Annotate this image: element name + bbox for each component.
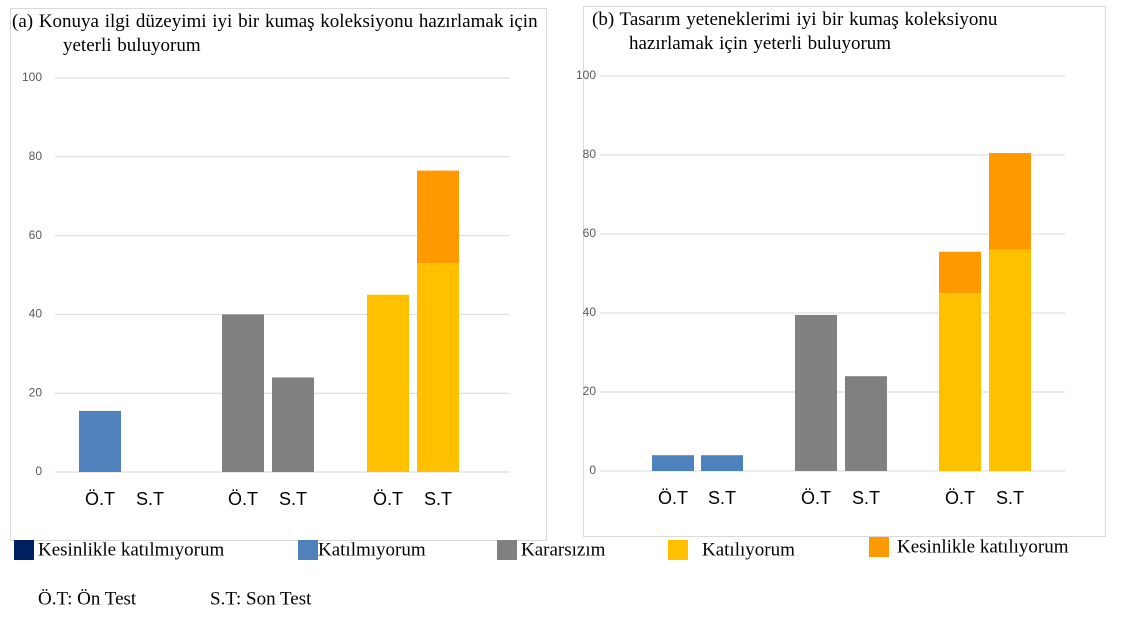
- y-tick-label: 100: [22, 70, 42, 84]
- legend-label: Katılıyorum: [702, 539, 795, 560]
- note: S.T: Son Test: [210, 588, 312, 609]
- y-tick-label: 0: [589, 463, 596, 477]
- bar: [939, 251, 981, 294]
- panel-frame: [10, 8, 547, 541]
- x-tick-label: S.T: [996, 488, 1024, 508]
- legend-swatch: [869, 537, 889, 557]
- x-tick-label: Ö.T: [801, 488, 831, 508]
- y-tick-label: 20: [583, 384, 597, 398]
- bar: [79, 410, 121, 472]
- note: Ö.T: Ön Test: [38, 588, 137, 609]
- y-tick-label: 80: [29, 149, 43, 163]
- legend-swatch: [298, 540, 318, 560]
- bar: [222, 314, 264, 472]
- x-tick-label: Ö.T: [945, 488, 975, 508]
- y-tick-label: 80: [583, 147, 597, 161]
- bar: [272, 377, 314, 472]
- x-tick-label: S.T: [424, 489, 452, 509]
- x-tick-label: S.T: [708, 488, 736, 508]
- x-tick-label: S.T: [279, 489, 307, 509]
- legend-label: Kesinlikle katılmıyorum: [38, 539, 225, 560]
- y-tick-label: 40: [583, 305, 597, 319]
- legend-label: Kararsızım: [521, 539, 606, 560]
- y-tick-label: 20: [29, 385, 43, 399]
- chart-title: (a) Konuya ilgi düzeyimi iyi bir kumaş k…: [12, 11, 538, 56]
- x-tick-label: Ö.T: [658, 488, 688, 508]
- y-tick-label: 100: [576, 68, 596, 82]
- y-tick-label: 40: [29, 307, 43, 321]
- x-tick-label: S.T: [136, 489, 164, 509]
- bar: [989, 153, 1031, 250]
- x-tick-label: Ö.T: [228, 489, 258, 509]
- panel-frame: [583, 6, 1106, 537]
- y-tick-label: 60: [29, 228, 43, 242]
- bar: [417, 263, 459, 472]
- legend-swatch: [668, 540, 688, 560]
- legend-label: Katılmıyorum: [318, 539, 426, 560]
- y-tick-label: 60: [583, 226, 597, 240]
- bar: [795, 314, 837, 471]
- x-tick-label: S.T: [852, 488, 880, 508]
- bar: [939, 293, 981, 471]
- y-tick-label: 0: [35, 464, 42, 478]
- legend-swatch: [14, 540, 34, 560]
- legend-label: Kesinlikle katılıyorum: [897, 536, 1069, 557]
- bar: [701, 455, 743, 471]
- chart-title: (b) Tasarım yeteneklerimi iyi bir kumaş …: [592, 9, 998, 54]
- legend-swatch: [497, 540, 517, 560]
- bar: [989, 249, 1031, 471]
- bar: [652, 455, 694, 471]
- x-tick-label: Ö.T: [85, 489, 115, 509]
- bar: [417, 170, 459, 264]
- bar: [367, 294, 409, 472]
- bar: [845, 376, 887, 471]
- x-tick-label: Ö.T: [373, 489, 403, 509]
